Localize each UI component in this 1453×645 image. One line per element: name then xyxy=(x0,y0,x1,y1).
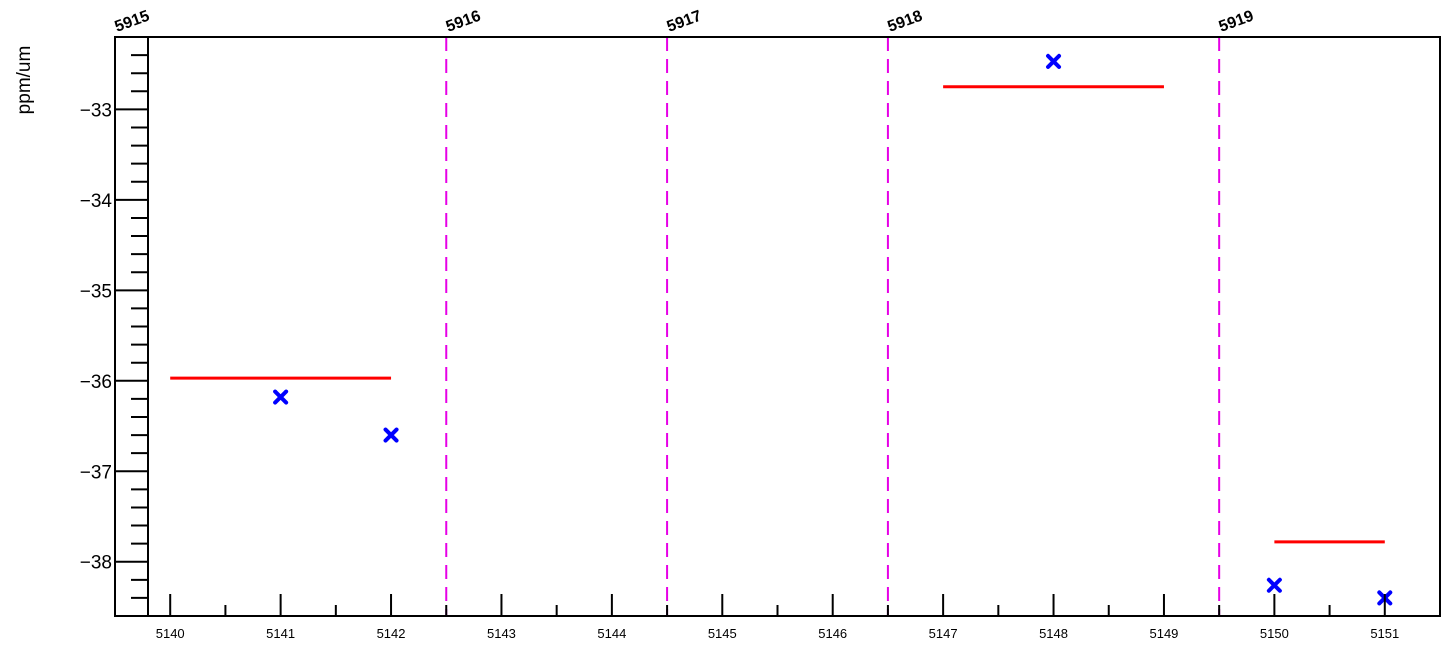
x-tick-label: 5147 xyxy=(929,626,958,641)
run-label: 5915 xyxy=(113,8,152,36)
run-label: 5918 xyxy=(885,8,924,36)
data-points xyxy=(273,53,1393,606)
run-label: 5917 xyxy=(665,8,704,36)
run-label: 5919 xyxy=(1217,8,1256,36)
x-tick-label: 5150 xyxy=(1260,626,1289,641)
marker-stroke xyxy=(1046,53,1062,69)
data-point xyxy=(273,389,289,405)
x-tick-label: 5140 xyxy=(156,626,185,641)
marker-stroke xyxy=(273,389,289,405)
y-tick-label: −36 xyxy=(80,372,112,393)
plot-frame xyxy=(114,36,1441,617)
y-tick-label: −33 xyxy=(80,100,112,121)
run-label: 5916 xyxy=(444,8,483,36)
y-tick-label: −37 xyxy=(80,462,112,483)
data-point xyxy=(1046,53,1062,69)
x-tick-label: 5145 xyxy=(708,626,737,641)
x-tick-label: 5149 xyxy=(1149,626,1178,641)
x-tick-label: 5141 xyxy=(266,626,295,641)
x-tick-label: 5142 xyxy=(377,626,406,641)
x-tick-label: 5144 xyxy=(597,626,626,641)
y-tick-label: −34 xyxy=(80,191,113,212)
x-tick-label: 5148 xyxy=(1039,626,1068,641)
data-point xyxy=(383,427,399,443)
x-tick-label: 5143 xyxy=(487,626,516,641)
x-tick-label: 5146 xyxy=(818,626,847,641)
run-boundaries xyxy=(114,37,1221,616)
y-axis-title: ppm/um xyxy=(14,46,35,115)
average-lines xyxy=(170,85,1385,544)
y-tick-label: −35 xyxy=(80,281,112,302)
data-point xyxy=(1266,577,1282,593)
y-tick-label: −38 xyxy=(80,553,112,574)
axes: −38 −37 −36 −35 −34 −33 5140 5141 5142 5143 5144 51… xyxy=(80,36,1441,641)
run-labels: 5915 5916 5917 5918 5919 xyxy=(113,8,1257,36)
marker-stroke xyxy=(383,427,399,443)
marker-stroke xyxy=(1266,577,1282,593)
x-tick-label: 5151 xyxy=(1370,626,1399,641)
